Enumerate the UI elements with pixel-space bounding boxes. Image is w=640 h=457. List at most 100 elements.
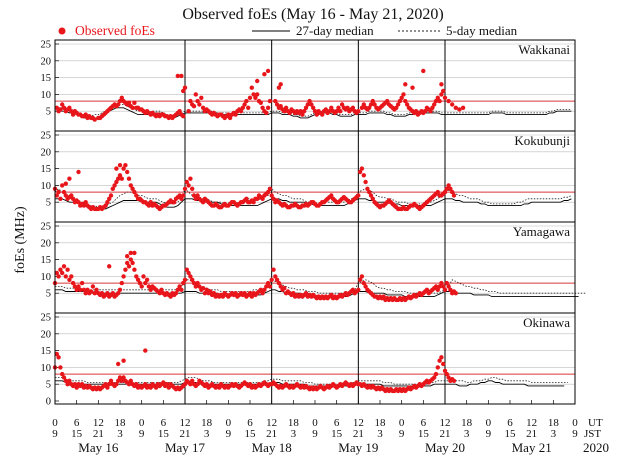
observed-point (267, 98, 273, 104)
observed-point (148, 200, 153, 205)
observed-point (143, 382, 148, 387)
x-tick-jst-label: 9 (399, 428, 405, 440)
observed-point (422, 109, 428, 114)
observed-point (195, 193, 200, 198)
x-tick-jst-label: 3 (204, 428, 210, 440)
median5-line-kokubunji (54, 188, 572, 208)
observed-point (433, 284, 439, 289)
observed-point (385, 98, 390, 104)
observed-point (309, 102, 314, 107)
observed-point (61, 189, 67, 195)
observed-point (119, 378, 125, 383)
observed-point (70, 280, 76, 286)
observed-point (146, 284, 152, 289)
x-tick-ut-label: 6 (421, 417, 427, 429)
observed-point (287, 110, 292, 116)
x-tick-ut-label: 6 (247, 417, 253, 429)
observed-point (67, 176, 72, 181)
observed-point (271, 267, 276, 272)
x-tick-ut-label: 0 (52, 417, 58, 429)
observed-point (83, 112, 88, 117)
y-tick-label: 15 (41, 346, 52, 357)
observed-point (226, 112, 231, 117)
observed-point (61, 264, 67, 269)
observed-point (278, 104, 283, 109)
observed-point (446, 375, 451, 380)
observed-point (88, 289, 94, 294)
y-tick-label: 5 (46, 380, 51, 391)
observed-point (56, 189, 61, 195)
y-tick-label: 20 (41, 238, 52, 249)
observed-point (79, 280, 85, 286)
observed-point (114, 179, 119, 185)
y-tick-label: 25 (41, 131, 52, 142)
observed-point (372, 102, 377, 107)
observed-point (437, 358, 442, 363)
legend-observed-label: Observed foEs (75, 23, 155, 38)
observed-point (175, 73, 180, 79)
observed-point (247, 382, 253, 387)
observed-point (399, 95, 404, 101)
observed-point (339, 102, 345, 107)
observed-point (265, 280, 271, 286)
legend-median5-label: 5-day median (446, 23, 518, 38)
observed-point (200, 286, 206, 291)
x-tick-ut-label: 18 (461, 417, 473, 429)
observed-point (65, 267, 70, 272)
observed-point (404, 102, 410, 107)
observed-point (83, 200, 88, 205)
x-tick-ut-label: 0 (486, 417, 492, 429)
observed-point (258, 287, 263, 292)
day-label: May 16 (78, 440, 119, 455)
x-tick-jst-label: 15 (418, 428, 430, 440)
median27-line-wakkanai (55, 107, 572, 119)
observed-point (273, 98, 278, 104)
observed-point (271, 196, 276, 201)
observed-point (188, 176, 193, 181)
observed-point (439, 280, 444, 286)
observed-point (114, 382, 119, 387)
observed-point (144, 277, 150, 282)
observed-point (99, 291, 105, 296)
x-tick-jst-label: 3 (117, 428, 123, 440)
observed-point (146, 203, 152, 208)
observed-point (262, 72, 267, 77)
x-tick-ut-label: 0 (139, 417, 145, 429)
observed-point (329, 105, 334, 111)
observed-point (184, 267, 189, 272)
observed-point (125, 169, 130, 175)
x-tick-jst-label: 9 (226, 428, 232, 440)
y-tick-label: 25 (41, 222, 52, 233)
y-tick-label: 10 (41, 363, 52, 374)
observed-point (67, 277, 72, 282)
observed-point (220, 294, 226, 299)
observed-point (58, 267, 63, 272)
observed-point (430, 105, 435, 111)
observed-point (244, 98, 249, 104)
observed-point (246, 105, 251, 111)
y-tick-label: 15 (41, 255, 52, 266)
station-label-kokubunji: Kokubunji (514, 133, 570, 148)
observed-point (76, 169, 81, 175)
observed-point (92, 117, 97, 122)
y-tick-label: 5 (46, 289, 51, 300)
observed-point (233, 112, 238, 117)
observed-point (249, 294, 254, 299)
observed-point (173, 291, 179, 296)
observed-point (350, 105, 356, 111)
observed-point (311, 105, 316, 111)
observed-point (134, 382, 139, 387)
observed-point (134, 193, 139, 198)
day-label: May 18 (252, 440, 292, 455)
observed-point (397, 98, 403, 104)
observed-point (72, 284, 78, 289)
observed-point (303, 291, 309, 296)
observed-point (255, 92, 260, 97)
observed-point (276, 280, 282, 286)
observed-point (119, 95, 125, 101)
observed-point (56, 274, 61, 279)
observed-point (130, 105, 135, 111)
observed-point (168, 294, 173, 299)
observed-point (258, 100, 263, 106)
observed-point (166, 385, 171, 390)
